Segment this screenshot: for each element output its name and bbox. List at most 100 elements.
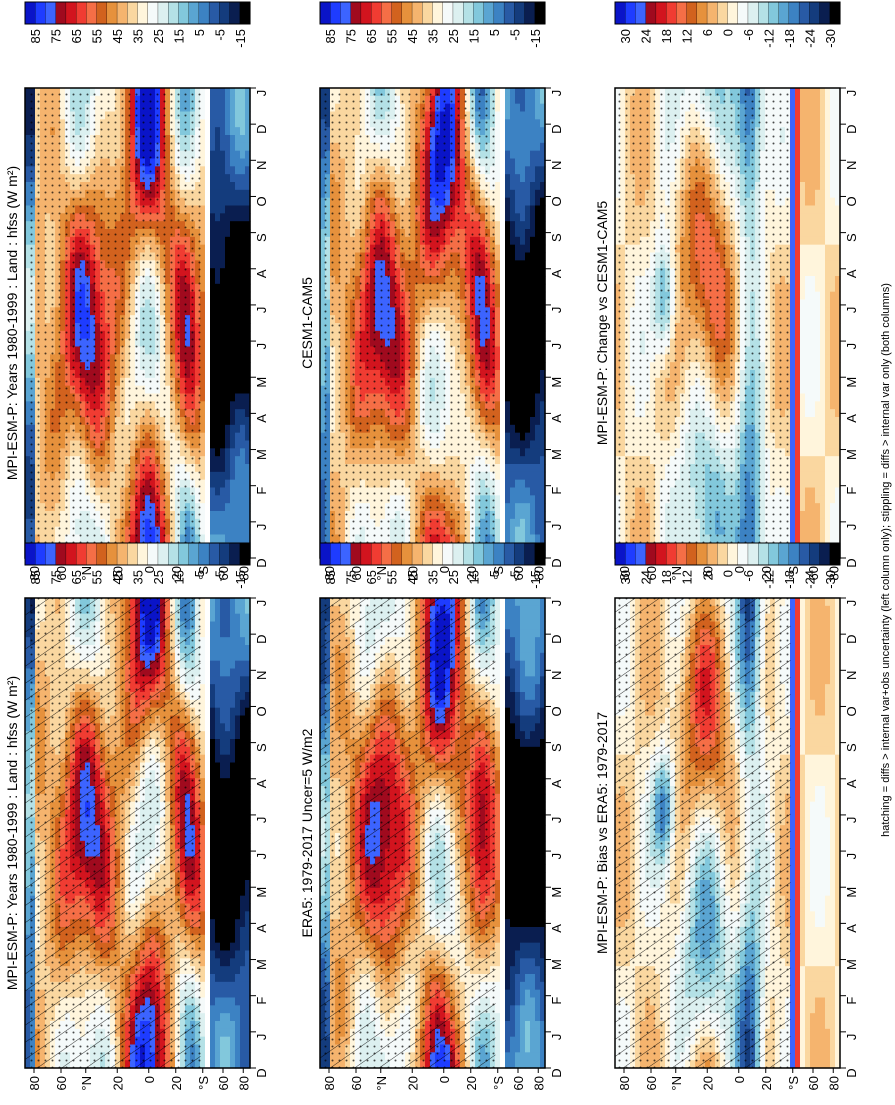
- heatmap-cell: [220, 1045, 226, 1053]
- heatmap-cell: [230, 872, 236, 880]
- month-tick-label: N: [254, 671, 269, 680]
- heatmap-cell: [205, 401, 211, 409]
- heatmap-cell: [210, 112, 216, 120]
- heatmap-cell: [230, 755, 236, 763]
- heatmap-cell: [235, 739, 241, 747]
- heatmap-cell: [210, 896, 216, 904]
- heatmap-cell: [210, 716, 216, 724]
- heatmap-cell: [200, 880, 206, 888]
- heatmap-cell: [220, 614, 226, 622]
- heatmap-cell: [205, 511, 211, 519]
- heatmap-cell: [205, 237, 211, 245]
- heatmap-cell: [225, 661, 231, 669]
- heatmap-cell: [230, 1013, 236, 1021]
- heatmap-cell: [210, 794, 216, 802]
- heatmap-cell: [200, 456, 206, 464]
- heatmap-cell: [215, 825, 221, 833]
- heatmap-cell: [200, 495, 206, 503]
- heatmap-cell: [205, 127, 211, 135]
- heatmap-cell: [230, 1005, 236, 1013]
- heatmap-cell: [220, 1005, 226, 1013]
- heatmap-cell: [220, 990, 226, 998]
- heatmap-cell: [210, 676, 216, 684]
- heatmap-cell: [215, 676, 221, 684]
- heatmap-cell: [225, 982, 231, 990]
- heatmap-cell: [205, 692, 211, 700]
- heatmap-cell: [215, 951, 221, 959]
- heatmap-cell: [240, 849, 246, 857]
- month-tick-label: F: [254, 997, 269, 1005]
- heatmap-cell: [205, 786, 211, 794]
- heatmap-cell: [235, 1052, 241, 1060]
- heatmap-cell: [230, 974, 236, 982]
- heatmap-cell: [225, 817, 231, 825]
- heatmap-cell: [220, 958, 226, 966]
- heatmap-cell: [215, 935, 221, 943]
- heatmap-cell: [220, 1013, 226, 1021]
- heatmap-cell: [210, 825, 216, 833]
- heatmap-cell: [205, 731, 211, 739]
- heatmap-cell: [235, 982, 241, 990]
- heatmap-cell: [210, 119, 216, 127]
- heatmap-cell: [200, 119, 206, 127]
- heatmap-cell: [235, 872, 241, 880]
- heatmap-cell: [205, 221, 211, 229]
- heatmap-cell: [230, 966, 236, 974]
- heatmap-cell: [200, 731, 206, 739]
- heatmap-cell: [240, 653, 246, 661]
- month-tick-label: J: [254, 1034, 269, 1041]
- heatmap-cell: [205, 472, 211, 480]
- heatmap-cell: [210, 998, 216, 1006]
- heatmap-cell: [200, 535, 206, 543]
- heatmap-cell: [215, 669, 221, 677]
- heatmap-cell: [200, 104, 206, 112]
- heatmap-cell: [200, 354, 206, 362]
- heatmap-cell: [235, 645, 241, 653]
- heatmap-cell: [200, 935, 206, 943]
- heatmap-cell: [225, 739, 231, 747]
- heatmap-cell: [240, 708, 246, 716]
- heatmap-cell: [210, 598, 216, 606]
- heatmap-cell: [205, 684, 211, 692]
- heatmap-cell: [225, 810, 231, 818]
- heatmap-cell: [225, 1013, 231, 1021]
- month-tick-label: A: [254, 779, 269, 788]
- heatmap-cell: [205, 370, 211, 378]
- heatmap-cell: [240, 911, 246, 919]
- heatmap-cell: [200, 708, 206, 716]
- heatmap-cell: [225, 676, 231, 684]
- heatmap-cell: [225, 825, 231, 833]
- heatmap-cell: [200, 112, 206, 120]
- lat-tick-label: 80: [27, 1076, 42, 1090]
- heatmap-cell: [205, 135, 211, 143]
- heatmap-cell: [220, 770, 226, 778]
- heatmap-cell: [200, 213, 206, 221]
- heatmap-cell: [215, 755, 221, 763]
- heatmap-cell: [210, 849, 216, 857]
- lat-tick-label: °N: [79, 1076, 94, 1091]
- heatmap-cell: [205, 810, 211, 818]
- heatmap-cell: [200, 472, 206, 480]
- heatmap-cell: [205, 904, 211, 912]
- heatmap-cell: [215, 927, 221, 935]
- heatmap-cell: [230, 669, 236, 677]
- heatmap-cell: [240, 723, 246, 731]
- heatmap-cell: [215, 833, 221, 841]
- heatmap-cell: [240, 739, 246, 747]
- heatmap-cell: [200, 998, 206, 1006]
- heatmap-cell: [205, 1013, 211, 1021]
- heatmap-cell: [200, 394, 206, 402]
- heatmap-cell: [225, 872, 231, 880]
- heatmap-cell: [210, 958, 216, 966]
- heatmap-cell: [225, 943, 231, 951]
- heatmap-cell: [230, 622, 236, 630]
- heatmap-cell: [235, 684, 241, 692]
- heatmap-cell: [205, 1037, 211, 1045]
- heatmap-cell: [210, 182, 216, 190]
- heatmap-cell: [210, 841, 216, 849]
- heatmap-cell: [235, 637, 241, 645]
- heatmap-cell: [235, 614, 241, 622]
- heatmap-cell: [220, 880, 226, 888]
- heatmap-cell: [210, 966, 216, 974]
- heatmap-cell: [200, 1052, 206, 1060]
